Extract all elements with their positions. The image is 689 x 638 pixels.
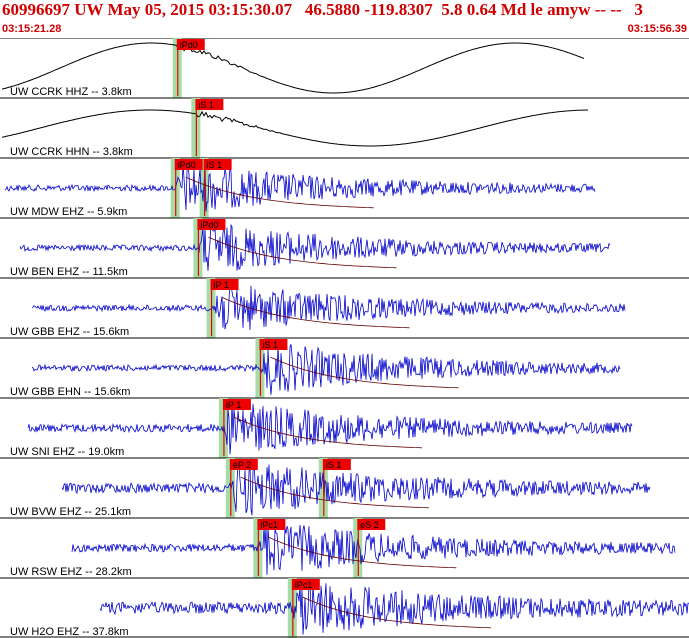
channel-label: UW SNI EHZ -- 19.0km	[10, 446, 124, 458]
waveform-trace	[1, 109, 588, 147]
waveform-trace	[99, 582, 689, 635]
pick-tag	[259, 339, 288, 350]
pick-tag	[197, 219, 226, 230]
seismogram-panel[interactable]: iPd0 UW CCRK HHZ -- 3.8km iS 1 UW CCRK HHN …	[0, 38, 689, 638]
channel-label: UW CCRK HHN -- 3.8km	[10, 146, 133, 158]
pick-tag	[291, 579, 320, 590]
pick-tag	[257, 519, 286, 530]
pick-label: eS 2	[360, 520, 379, 530]
coda-curve	[270, 356, 459, 389]
trace-row[interactable]: iPd0 iS 1 UW MDW EHZ -- 5.9km	[0, 157, 689, 218]
channel-label: UW H2O EHZ -- 37.8km	[10, 626, 129, 638]
coda-curve	[185, 176, 374, 209]
trace-row[interactable]: iPd0 UW BEN EHZ -- 11.5km	[0, 217, 689, 278]
pick-label: iPd0	[178, 160, 196, 170]
window-end-time: 03:15:56.39	[627, 23, 687, 35]
waveform-trace	[1, 42, 585, 94]
trace-row[interactable]: iS 1 UW GBB EHN -- 15.6km	[0, 337, 689, 398]
channel-label: UW GBB EHN -- 15.6km	[10, 386, 130, 398]
pick-label: iP 1	[226, 400, 241, 410]
pick-label: iPd0	[200, 220, 218, 230]
pick-tag	[203, 159, 232, 170]
window-start-time: 03:15:21.28	[2, 23, 62, 35]
coda-curve	[221, 296, 410, 329]
trace-row[interactable]: iS 1 UW CCRK HHN -- 3.8km	[0, 97, 689, 158]
waveform-trace	[31, 344, 621, 395]
pick-label: iP 1	[214, 280, 229, 290]
pick-label: iPc1	[295, 580, 313, 590]
waveform-trace	[19, 222, 611, 271]
waveform-trace	[31, 281, 626, 331]
coda-curve	[240, 476, 429, 509]
coda-curve	[302, 596, 491, 629]
channel-label: UW BVW EHZ -- 25.1km	[10, 506, 131, 518]
channel-label: UW BEN EHZ -- 11.5km	[10, 266, 128, 278]
pick-label: iS 1	[207, 160, 223, 170]
pick-label: iPc1	[260, 520, 278, 530]
channel-label: UW MDW EHZ -- 5.9km	[10, 206, 127, 218]
trace-row[interactable]: iP 1 UW GBB EHZ -- 15.6km	[0, 277, 689, 338]
coda-curve	[233, 416, 422, 449]
coda-curve	[208, 236, 397, 269]
pick-tag	[322, 459, 351, 470]
waveform-trace	[4, 163, 596, 212]
trace-row[interactable]: iPd0 UW CCRK HHZ -- 3.8km	[0, 38, 689, 98]
waveform-trace	[61, 464, 651, 516]
pick-tag	[195, 99, 224, 110]
pick-tag	[229, 459, 258, 470]
coda-curve	[268, 536, 457, 569]
waveform-trace	[27, 402, 633, 455]
trace-row[interactable]: iPc1 UW H2O EHZ -- 37.8km	[0, 577, 689, 638]
channel-label: UW GBB EHZ -- 15.6km	[10, 326, 129, 338]
event-title: 60996697 UW May 05, 2015 03:15:30.07 46.…	[2, 0, 643, 19]
waveform-trace	[71, 524, 676, 575]
channel-label: UW RSW EHZ -- 28.2km	[10, 566, 132, 578]
pick-label: iPd0	[180, 40, 198, 50]
pick-tag	[210, 279, 239, 290]
pick-label: iS 1	[198, 100, 214, 110]
pick-label: eP 2	[233, 460, 251, 470]
pick-tag	[174, 159, 203, 170]
trace-row[interactable]: eP 2 iS 1 UW BVW EHZ -- 25.1km	[0, 457, 689, 518]
trace-row[interactable]: iP 1 UW SNI EHZ -- 19.0km	[0, 397, 689, 458]
channel-label: UW CCRK HHZ -- 3.8km	[10, 86, 132, 98]
pick-label: iS 1	[326, 460, 342, 470]
pick-label: iS 1	[262, 340, 278, 350]
pick-tag	[222, 399, 251, 410]
trace-row[interactable]: iPc1 eS 2 UW RSW EHZ -- 28.2km	[0, 517, 689, 578]
pick-tag	[176, 39, 205, 50]
pick-tag	[357, 519, 386, 530]
event-header: 60996697 UW May 05, 2015 03:15:30.07 46.…	[0, 0, 689, 38]
